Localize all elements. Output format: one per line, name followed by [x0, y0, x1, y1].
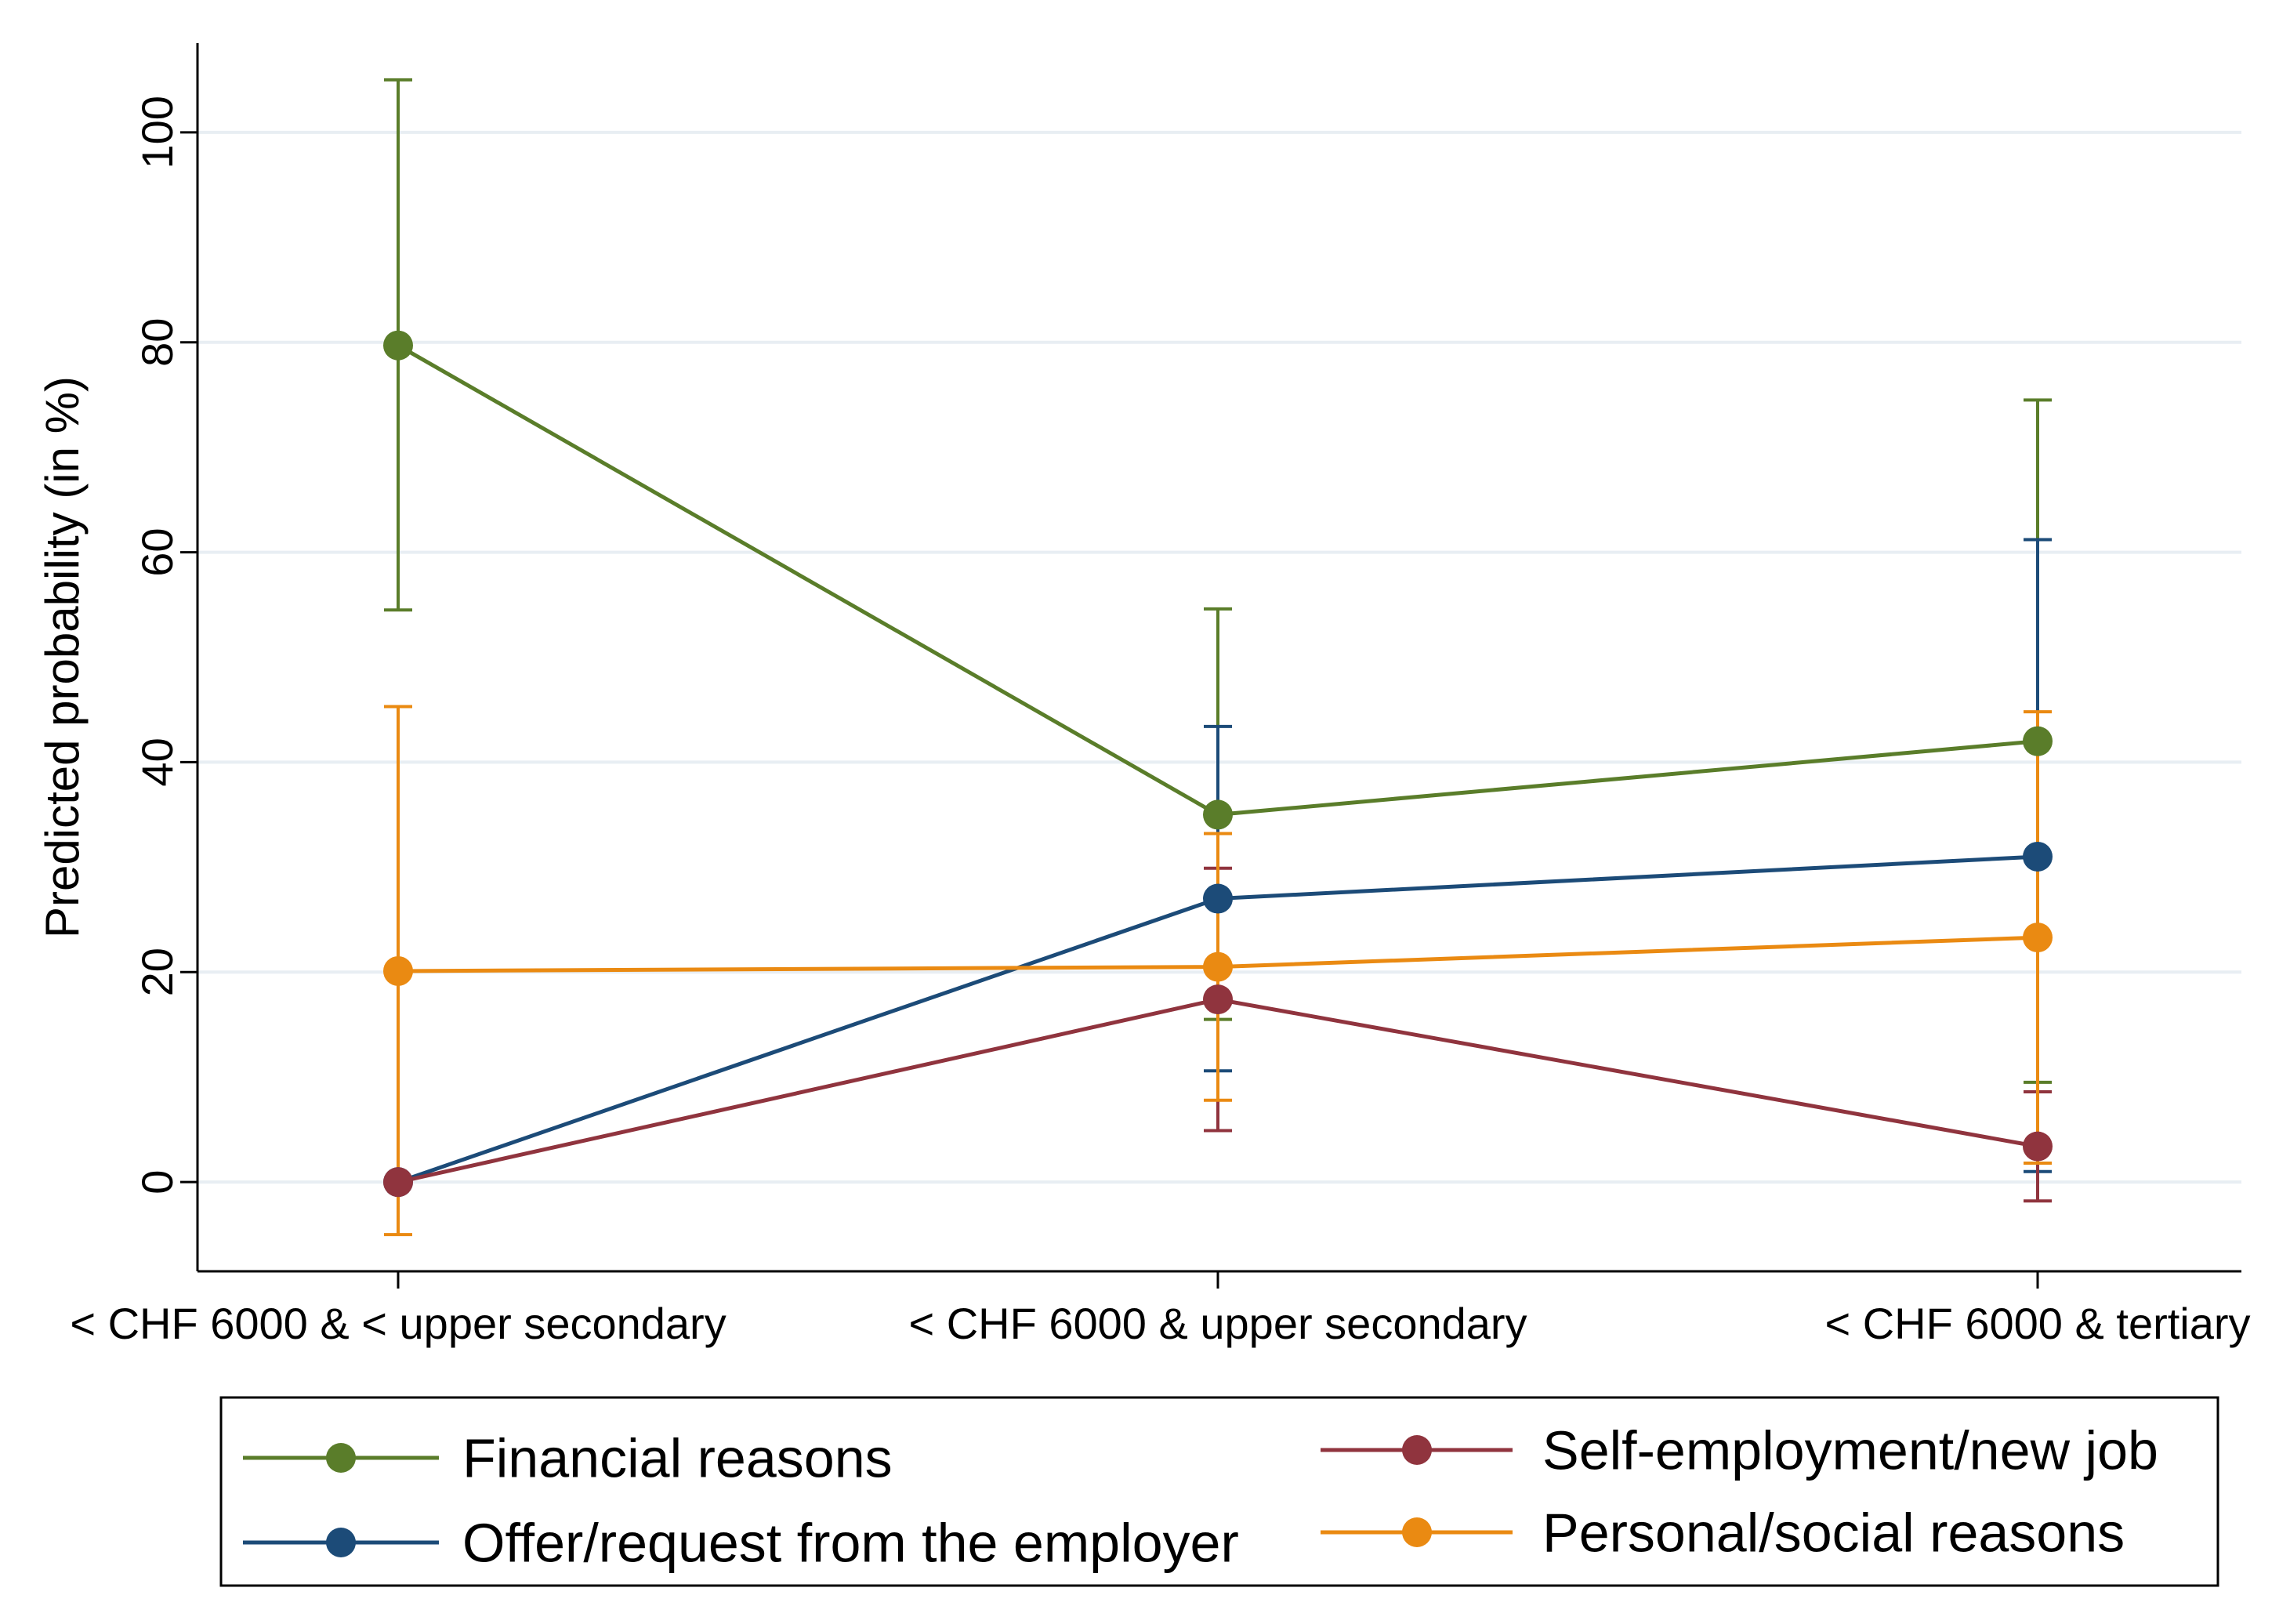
data-point-offer-request-from-the-employer [1203, 883, 1233, 914]
data-point-offer-request-from-the-employer [2023, 841, 2053, 872]
legend-swatch-marker-self-employment-new-job [1402, 1435, 1432, 1465]
y-tick-label: 60 [132, 527, 182, 576]
x-ticks: < CHF 6000 & < upper secondary < CHF 6000… [70, 1271, 2251, 1348]
x-tick-label: < CHF 6000 & upper secondary [908, 1299, 1527, 1348]
legend-swatch-marker-financial-reasons [326, 1443, 356, 1473]
x-tick-label: < CHF 6000 & < upper secondary [70, 1299, 726, 1348]
data-point-financial-reasons [2023, 726, 2053, 756]
legend-label-financial-reasons: Financial reasons [462, 1428, 893, 1489]
x-tick-label: < CHF 6000 & tertiary [1824, 1299, 2250, 1348]
axes [196, 43, 2241, 1273]
y-tick-label: 80 [132, 318, 182, 367]
y-tick-label: 40 [132, 738, 182, 786]
y-tick-label: 100 [132, 96, 182, 169]
y-ticks: 0 20 40 60 80 100 [132, 96, 197, 1194]
data-point-financial-reasons [1203, 799, 1233, 830]
data-point-personal-social-reasons [2023, 923, 2053, 953]
legend-label-self-employment-new-job: Self-employment/new job [1542, 1420, 2158, 1481]
data-point-financial-reasons [383, 330, 413, 361]
legend: Financial reasons Offer/request from the … [219, 1396, 2219, 1587]
y-tick-label: 0 [132, 1170, 182, 1194]
legend-label-personal-social-reasons: Personal/social reasons [1542, 1503, 2125, 1564]
legend-swatch-marker-offer-request-from-the-employer [326, 1528, 356, 1557]
legend-label-offer-request-from-the-employer: Offer/request from the employer [462, 1513, 1239, 1574]
legend-swatch-marker-personal-social-reasons [1402, 1517, 1432, 1547]
legend-box [219, 1396, 2219, 1587]
data-point-self-employment-new-job [2023, 1131, 2053, 1162]
y-axis-label: Predicted probability (in %) [36, 376, 89, 938]
data-points [383, 330, 2053, 1198]
data-point-personal-social-reasons [383, 955, 413, 986]
y-tick-label: 20 [132, 948, 182, 996]
data-point-self-employment-new-job [1203, 984, 1233, 1015]
data-point-self-employment-new-job [383, 1167, 413, 1198]
data-point-personal-social-reasons [1203, 952, 1233, 982]
